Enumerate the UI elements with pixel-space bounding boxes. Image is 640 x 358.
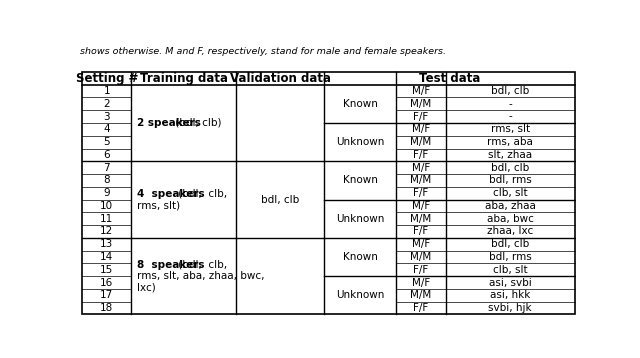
Text: Setting #: Setting # <box>76 72 138 85</box>
Text: 18: 18 <box>100 303 113 313</box>
Text: asi, hkk: asi, hkk <box>490 290 531 300</box>
Text: clb, slt: clb, slt <box>493 265 527 275</box>
Text: 5: 5 <box>104 137 110 147</box>
Text: 8  speakers: 8 speakers <box>137 260 205 270</box>
Text: slt, zhaa: slt, zhaa <box>488 150 532 160</box>
Text: M/M: M/M <box>410 137 431 147</box>
Text: F/F: F/F <box>413 188 428 198</box>
Text: aba, bwc: aba, bwc <box>487 214 534 224</box>
Text: Known: Known <box>342 99 378 109</box>
Text: shows otherwise. M and F, respectively, stand for male and female speakers.: shows otherwise. M and F, respectively, … <box>80 47 446 56</box>
Text: (bdl,  clb,: (bdl, clb, <box>175 189 228 199</box>
Text: (bdl, clb): (bdl, clb) <box>172 118 221 128</box>
Text: Unknown: Unknown <box>336 290 384 300</box>
Text: Unknown: Unknown <box>336 214 384 224</box>
Text: 13: 13 <box>100 239 113 249</box>
Text: rms, slt: rms, slt <box>491 124 530 134</box>
Text: 6: 6 <box>104 150 110 160</box>
Text: rms, slt): rms, slt) <box>137 200 180 210</box>
Text: lxc): lxc) <box>137 282 156 292</box>
Text: svbi, hjk: svbi, hjk <box>488 303 532 313</box>
Text: 11: 11 <box>100 214 113 224</box>
Text: rms, slt, aba, zhaa, bwc,: rms, slt, aba, zhaa, bwc, <box>137 271 264 281</box>
Text: 16: 16 <box>100 277 113 287</box>
Text: rms, aba: rms, aba <box>487 137 533 147</box>
Text: M/F: M/F <box>412 86 430 96</box>
Text: Unknown: Unknown <box>336 137 384 147</box>
Text: 7: 7 <box>104 163 110 173</box>
Text: F/F: F/F <box>413 265 428 275</box>
Text: asi, svbi: asi, svbi <box>489 277 532 287</box>
Text: aba, zhaa: aba, zhaa <box>485 201 536 211</box>
Text: Validation data: Validation data <box>230 72 331 85</box>
Text: Known: Known <box>342 175 378 185</box>
Text: (bdl,  clb,: (bdl, clb, <box>175 260 228 270</box>
Text: bdl, clb: bdl, clb <box>491 239 529 249</box>
Text: Test data: Test data <box>419 72 480 85</box>
Text: 1: 1 <box>104 86 110 96</box>
Text: 2 speakers: 2 speakers <box>137 118 201 128</box>
Text: -: - <box>508 112 512 122</box>
Text: bdl, rms: bdl, rms <box>489 252 532 262</box>
Text: Training data: Training data <box>140 72 228 85</box>
Text: Known: Known <box>342 252 378 262</box>
Text: 10: 10 <box>100 201 113 211</box>
Text: 4: 4 <box>104 124 110 134</box>
Text: F/F: F/F <box>413 227 428 237</box>
Text: 15: 15 <box>100 265 113 275</box>
Text: M/F: M/F <box>412 201 430 211</box>
Text: bdl, clb: bdl, clb <box>491 86 529 96</box>
Text: 9: 9 <box>104 188 110 198</box>
Text: 8: 8 <box>104 175 110 185</box>
Text: zhaa, lxc: zhaa, lxc <box>487 227 533 237</box>
Text: 3: 3 <box>104 112 110 122</box>
Text: M/F: M/F <box>412 277 430 287</box>
Text: 4  speakers: 4 speakers <box>137 189 205 199</box>
Text: clb, slt: clb, slt <box>493 188 527 198</box>
Text: M/F: M/F <box>412 239 430 249</box>
Bar <box>83 72 575 314</box>
Text: M/F: M/F <box>412 124 430 134</box>
Text: -: - <box>508 99 512 109</box>
Text: M/M: M/M <box>410 175 431 185</box>
Text: M/M: M/M <box>410 214 431 224</box>
Text: M/M: M/M <box>410 252 431 262</box>
Text: 12: 12 <box>100 227 113 237</box>
Text: bdl, clb: bdl, clb <box>491 163 529 173</box>
Text: 2: 2 <box>104 99 110 109</box>
Text: 14: 14 <box>100 252 113 262</box>
Text: F/F: F/F <box>413 150 428 160</box>
Text: F/F: F/F <box>413 303 428 313</box>
Text: M/M: M/M <box>410 290 431 300</box>
Text: bdl, clb: bdl, clb <box>261 195 300 204</box>
Text: 17: 17 <box>100 290 113 300</box>
Text: M/F: M/F <box>412 163 430 173</box>
Text: bdl, rms: bdl, rms <box>489 175 532 185</box>
Text: M/M: M/M <box>410 99 431 109</box>
Text: F/F: F/F <box>413 112 428 122</box>
